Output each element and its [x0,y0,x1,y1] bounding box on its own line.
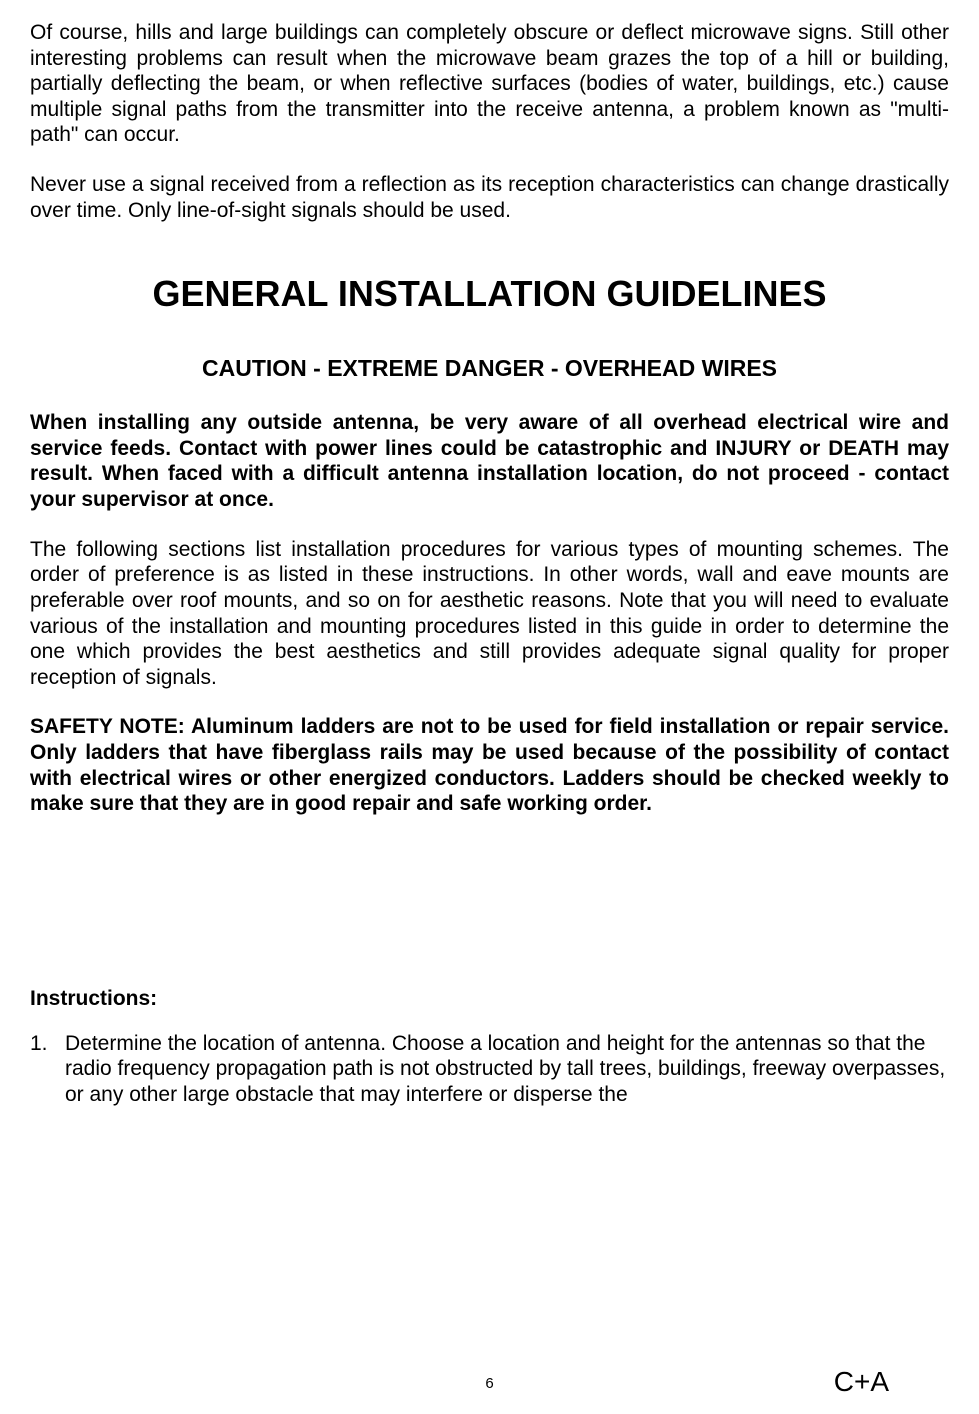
body-paragraph-4: The following sections list installation… [30,537,949,691]
list-number: 1. [30,1031,65,1108]
body-paragraph-2: Never use a signal received from a refle… [30,172,949,223]
instructions-heading: Instructions: [30,987,949,1011]
safety-note-paragraph: SAFETY NOTE: Aluminum ladders are not to… [30,714,949,816]
list-text: Determine the location of antenna. Choos… [65,1031,949,1108]
list-item: 1. Determine the location of antenna. Ch… [30,1031,949,1108]
footer-mark: C+A [834,1366,889,1398]
warning-paragraph: When installing any outside antenna, be … [30,410,949,512]
caution-heading: CAUTION - EXTREME DANGER - OVERHEAD WIRE… [30,355,949,382]
page-number: 6 [485,1375,493,1392]
main-heading: GENERAL INSTALLATION GUIDELINES [30,273,949,315]
body-paragraph-1: Of course, hills and large buildings can… [30,20,949,148]
